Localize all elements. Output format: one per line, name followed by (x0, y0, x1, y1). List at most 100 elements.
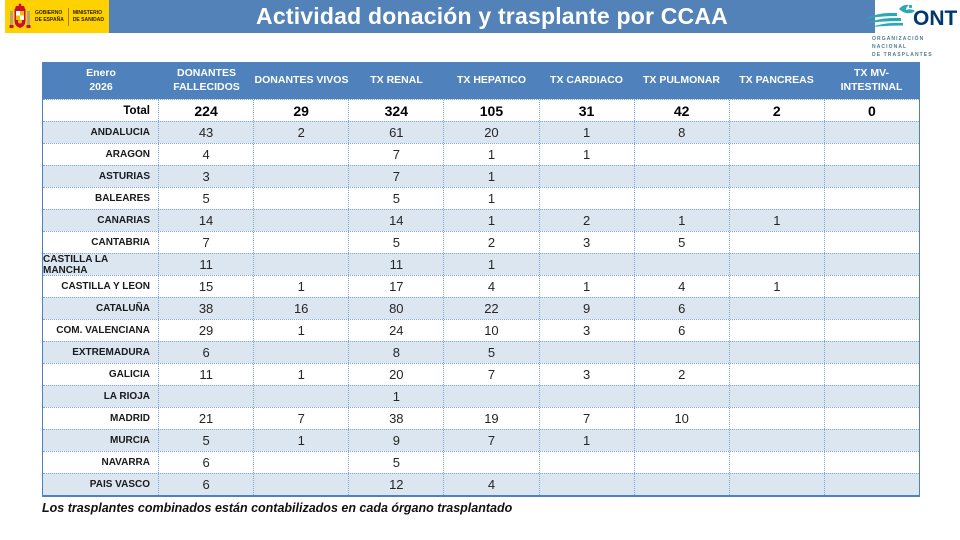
table-row: MURCIA 5 1 9 7 1 (43, 429, 919, 451)
cell-value: 1 (540, 276, 635, 297)
cell-value: 224 (159, 100, 255, 121)
ont-swoosh-icon: ONT (864, 4, 958, 30)
table-row: BALEARES 5 5 1 (43, 187, 919, 209)
cell-value (444, 386, 540, 407)
cell-value (825, 408, 919, 429)
cell-value: 5 (349, 232, 445, 253)
cell-value (825, 276, 919, 297)
cell-value: 20 (444, 122, 540, 143)
cell-value: 2 (254, 122, 350, 143)
cell-value (825, 364, 919, 385)
table-row: ANDALUCIA 43 2 61 20 1 8 (43, 121, 919, 143)
cell-value (635, 342, 730, 363)
cell-value: 1 (444, 166, 540, 187)
cell-value: 29 (254, 100, 350, 121)
cell-value (730, 166, 825, 187)
table-row: ASTURIAS 3 7 1 (43, 165, 919, 187)
cell-value (254, 386, 350, 407)
cell-value (159, 386, 255, 407)
table-row: PAIS VASCO 6 12 4 (43, 473, 919, 495)
cell-value (635, 144, 730, 165)
cell-value: 1 (254, 320, 350, 341)
cell-value: 1 (349, 386, 445, 407)
region-label: CANTABRIA (43, 232, 159, 253)
header-period: Enero 2026 (86, 66, 116, 93)
logo-divider (67, 7, 69, 26)
cell-value: 16 (254, 298, 350, 319)
cell-value (540, 188, 635, 209)
cell-value: 7 (254, 408, 350, 429)
cell-value: 9 (349, 430, 445, 451)
cell-value (254, 232, 350, 253)
cell-value (730, 232, 825, 253)
cell-value (540, 386, 635, 407)
region-label: COM. VALENCIANA (43, 320, 159, 341)
table-row: NAVARRA 6 5 (43, 451, 919, 473)
cell-value: 11 (349, 254, 445, 275)
cell-value (730, 452, 825, 473)
header-donantes-vivos: DONANTES VIVOS (254, 73, 349, 86)
region-label: CATALUÑA (43, 298, 159, 319)
cell-value: 42 (635, 100, 730, 121)
cell-value (540, 254, 635, 275)
cell-value (825, 342, 919, 363)
cell-value (825, 452, 919, 473)
header-tx-pancreas: TX PANCREAS (739, 73, 814, 86)
region-label: GALICIA (43, 364, 159, 385)
region-label: ASTURIAS (43, 166, 159, 187)
cell-value (825, 254, 919, 275)
region-label: CASTILLA LA MANCHA (43, 254, 159, 276)
gobierno-label: GOBIERNO DE ESPAÑA (35, 10, 64, 23)
cell-value: 1 (635, 210, 730, 231)
header-tx-hepatico: TX HEPATICO (456, 73, 527, 86)
spain-coat-of-arms-icon (9, 3, 31, 28)
cell-value (254, 254, 350, 275)
cell-value (254, 474, 350, 495)
cell-value: 5 (349, 452, 445, 473)
table-row: CASTILLA Y LEON 15 1 17 4 1 4 1 (43, 275, 919, 297)
cell-value: 7 (159, 232, 255, 253)
table-row: GALICIA 11 1 20 7 3 2 (43, 363, 919, 385)
cell-value (635, 452, 730, 473)
cell-value: 324 (349, 100, 445, 121)
gobierno-espana-logo: GOBIERNO DE ESPAÑA MINISTERIO DE SANIDAD (5, 0, 109, 33)
cell-value (254, 144, 350, 165)
activity-table: Enero 2026 DONANTES FALLECIDOS DONANTES … (42, 62, 920, 497)
region-label: BALEARES (43, 188, 159, 209)
table-header-row: Enero 2026 DONANTES FALLECIDOS DONANTES … (43, 62, 919, 99)
ont-caption: ORGANIZACIÓN NACIONAL DE TRASPLANTES (872, 36, 933, 58)
region-label: LA RIOJA (43, 386, 159, 407)
cell-value: 12 (349, 474, 445, 495)
table-row: CASTILLA LA MANCHA 11 11 1 (43, 253, 919, 276)
cell-value: 29 (159, 320, 255, 341)
cell-value (730, 320, 825, 341)
header-tx-renal: TX RENAL (370, 73, 423, 86)
cell-value: 1 (540, 144, 635, 165)
cell-value: 0 (868, 102, 876, 119)
cell-value (635, 166, 730, 187)
cell-value: 24 (349, 320, 445, 341)
cell-value (540, 452, 635, 473)
cell-value: 1 (730, 210, 825, 231)
cell-value (730, 474, 825, 495)
cell-value: 5 (635, 232, 730, 253)
cell-value: 3 (159, 166, 255, 187)
cell-value: 5 (159, 188, 255, 209)
cell-value: 6 (159, 342, 255, 363)
cell-value (825, 122, 919, 143)
cell-value (254, 210, 350, 231)
cell-value: 1 (444, 144, 540, 165)
cell-value: 31 (540, 100, 635, 121)
title-banner: Actividad donación y trasplante por CCAA (109, 0, 875, 33)
cell-value (730, 430, 825, 451)
cell-value: 1 (540, 122, 635, 143)
cell-value: 10 (444, 320, 540, 341)
cell-value: 20 (349, 364, 445, 385)
cell-value (254, 166, 350, 187)
cell-value: 1 (444, 210, 540, 231)
cell-value: 1 (444, 254, 540, 275)
cell-value (825, 386, 919, 407)
table-row: CANARIAS 14 14 1 2 1 1 (43, 209, 919, 231)
cell-value (730, 122, 825, 143)
cell-value: 80 (349, 298, 445, 319)
